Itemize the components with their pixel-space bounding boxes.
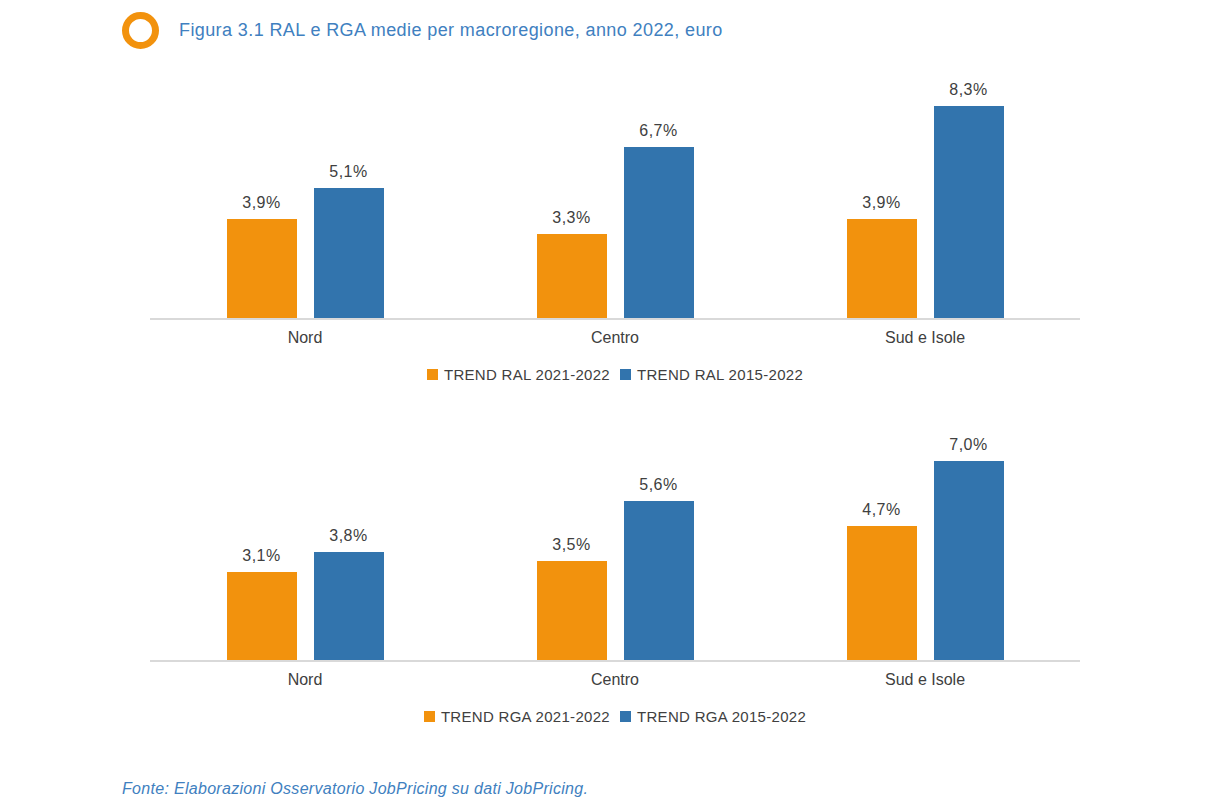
bar-trend-rga-2015-2022-sud-e-isole bbox=[934, 461, 1004, 660]
figure-title: Figura 3.1 RAL e RGA medie per macroregi… bbox=[179, 20, 723, 41]
category-label-sud-e-isole: Sud e Isole bbox=[847, 329, 1004, 347]
legend-label-trend-ral-2021-2022: TREND RAL 2021-2022 bbox=[444, 366, 610, 383]
bar-group-centro: 3,3% 6,7% bbox=[537, 122, 694, 318]
legend-label-trend-ral-2015-2022: TREND RAL 2015-2022 bbox=[637, 366, 803, 383]
bar-trend-ral-2021-2022-centro bbox=[537, 234, 607, 318]
category-label-nord: Nord bbox=[227, 329, 384, 347]
bar-trend-rga-2015-2022-nord bbox=[314, 552, 384, 660]
category-label-centro: Centro bbox=[537, 329, 694, 347]
bar-value-label-trend-rga-2021-2022-centro: 3,5% bbox=[552, 536, 590, 554]
bar-item-trend-ral-2015-2022-sud-e-isole: 8,3% bbox=[934, 81, 1004, 318]
bar-value-label-trend-rga-2021-2022-sud-e-isole: 4,7% bbox=[862, 501, 900, 519]
figure-page: Figura 3.1 RAL e RGA medie per macroregi… bbox=[0, 0, 1210, 812]
figure-bullet-ring-icon bbox=[122, 12, 159, 49]
chart-trend-rga: 3,1% 3,8% 3,5% 5,6% 4,7% 7,0% Nord Centro Sud e… bbox=[150, 412, 1080, 725]
category-label-sud-e-isole: Sud e Isole bbox=[847, 671, 1004, 689]
bar-group-centro: 3,5% 5,6% bbox=[537, 476, 694, 660]
chart-trend-ral: 3,9% 5,1% 3,3% 6,7% 3,9% 8,3% Nord Centro Sud e… bbox=[150, 70, 1080, 383]
chart-trend-ral-x-axis-labels: Nord Centro Sud e Isole bbox=[150, 329, 1080, 347]
bar-trend-ral-2021-2022-sud-e-isole bbox=[847, 219, 917, 318]
bar-item-trend-rga-2015-2022-nord: 3,8% bbox=[314, 527, 384, 660]
bar-value-label-trend-rga-2015-2022-sud-e-isole: 7,0% bbox=[949, 436, 987, 454]
bar-trend-rga-2021-2022-nord bbox=[227, 572, 297, 660]
bar-trend-rga-2021-2022-centro bbox=[537, 561, 607, 660]
chart-trend-ral-plot-area: 3,9% 5,1% 3,3% 6,7% 3,9% 8,3% bbox=[150, 70, 1080, 320]
bar-trend-ral-2015-2022-nord bbox=[314, 188, 384, 318]
legend-swatch-icon-trend-rga-2021-2022 bbox=[424, 711, 435, 722]
legend-label-trend-rga-2015-2022: TREND RGA 2015-2022 bbox=[637, 708, 806, 725]
bar-value-label-trend-ral-2015-2022-centro: 6,7% bbox=[639, 122, 677, 140]
bar-group-sud-e-isole: 3,9% 8,3% bbox=[847, 81, 1004, 318]
bar-value-label-trend-rga-2015-2022-centro: 5,6% bbox=[639, 476, 677, 494]
bar-item-trend-ral-2021-2022-nord: 3,9% bbox=[227, 194, 297, 318]
category-label-centro: Centro bbox=[537, 671, 694, 689]
legend-swatch-icon-trend-ral-2021-2022 bbox=[427, 369, 438, 380]
legend-label-trend-rga-2021-2022: TREND RGA 2021-2022 bbox=[441, 708, 610, 725]
bar-group-sud-e-isole: 4,7% 7,0% bbox=[847, 436, 1004, 660]
bar-item-trend-ral-2015-2022-nord: 5,1% bbox=[314, 163, 384, 318]
bar-value-label-trend-ral-2015-2022-sud-e-isole: 8,3% bbox=[949, 81, 987, 99]
bar-trend-ral-2015-2022-sud-e-isole bbox=[934, 106, 1004, 318]
category-label-nord: Nord bbox=[227, 671, 384, 689]
legend-item-trend-rga-2021-2022: TREND RGA 2021-2022 bbox=[424, 708, 610, 725]
bar-value-label-trend-ral-2021-2022-sud-e-isole: 3,9% bbox=[862, 194, 900, 212]
bar-item-trend-ral-2021-2022-centro: 3,3% bbox=[537, 209, 607, 318]
bar-value-label-trend-ral-2021-2022-centro: 3,3% bbox=[552, 209, 590, 227]
bar-trend-ral-2015-2022-centro bbox=[624, 147, 694, 318]
bar-item-trend-ral-2021-2022-sud-e-isole: 3,9% bbox=[847, 194, 917, 318]
bar-value-label-trend-rga-2021-2022-nord: 3,1% bbox=[242, 547, 280, 565]
bar-value-label-trend-ral-2015-2022-nord: 5,1% bbox=[329, 163, 367, 181]
figure-header: Figura 3.1 RAL e RGA medie per macroregi… bbox=[122, 12, 723, 49]
legend-item-trend-ral-2021-2022: TREND RAL 2021-2022 bbox=[427, 366, 610, 383]
chart-trend-rga-legend: TREND RGA 2021-2022 TREND RGA 2015-2022 bbox=[150, 708, 1080, 725]
chart-trend-rga-x-axis-labels: Nord Centro Sud e Isole bbox=[150, 671, 1080, 689]
chart-trend-rga-plot-area: 3,1% 3,8% 3,5% 5,6% 4,7% 7,0% bbox=[150, 412, 1080, 662]
bar-trend-rga-2015-2022-centro bbox=[624, 501, 694, 660]
bar-value-label-trend-rga-2015-2022-nord: 3,8% bbox=[329, 527, 367, 545]
chart-trend-ral-legend: TREND RAL 2021-2022 TREND RAL 2015-2022 bbox=[150, 366, 1080, 383]
bar-group-nord: 3,1% 3,8% bbox=[227, 527, 384, 660]
legend-item-trend-rga-2015-2022: TREND RGA 2015-2022 bbox=[620, 708, 806, 725]
bar-item-trend-rga-2021-2022-sud-e-isole: 4,7% bbox=[847, 501, 917, 660]
legend-item-trend-ral-2015-2022: TREND RAL 2015-2022 bbox=[620, 366, 803, 383]
source-note: Fonte: Elaborazioni Osservatorio JobPric… bbox=[122, 780, 588, 798]
bar-item-trend-rga-2015-2022-sud-e-isole: 7,0% bbox=[934, 436, 1004, 660]
bar-item-trend-rga-2015-2022-centro: 5,6% bbox=[624, 476, 694, 660]
legend-swatch-icon-trend-rga-2015-2022 bbox=[620, 711, 631, 722]
legend-swatch-icon-trend-ral-2015-2022 bbox=[620, 369, 631, 380]
bar-value-label-trend-ral-2021-2022-nord: 3,9% bbox=[242, 194, 280, 212]
bar-item-trend-ral-2015-2022-centro: 6,7% bbox=[624, 122, 694, 318]
bar-trend-ral-2021-2022-nord bbox=[227, 219, 297, 318]
bar-item-trend-rga-2021-2022-centro: 3,5% bbox=[537, 536, 607, 660]
bar-trend-rga-2021-2022-sud-e-isole bbox=[847, 526, 917, 660]
bar-item-trend-rga-2021-2022-nord: 3,1% bbox=[227, 547, 297, 660]
bar-group-nord: 3,9% 5,1% bbox=[227, 163, 384, 318]
